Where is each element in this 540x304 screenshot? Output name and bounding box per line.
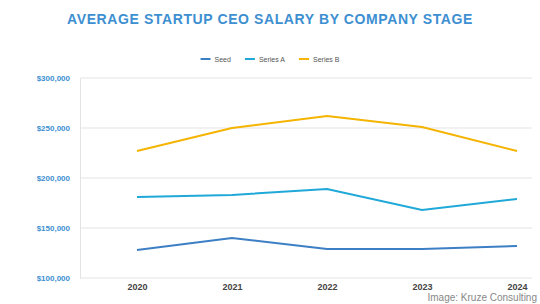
x-tick: 2020 xyxy=(127,278,147,292)
y-tick-label: $200,000 xyxy=(37,174,71,183)
x-tick-label: 2022 xyxy=(317,282,337,292)
series-line xyxy=(137,189,517,210)
legend: Seed Series A Series B xyxy=(201,56,340,63)
title: AVERAGE STARTUP CEO SALARY BY COMPANY ST… xyxy=(67,11,473,27)
y-tick: $250,000 xyxy=(37,124,80,133)
legend-label: Series A xyxy=(259,56,285,63)
grid-line xyxy=(80,128,532,129)
legend-item: Series A xyxy=(245,56,285,63)
x-tick-label: 2021 xyxy=(222,282,242,292)
x-tick-label: 2023 xyxy=(412,282,432,292)
annotation: Image: Kruze Consulting xyxy=(427,292,537,303)
grid-line xyxy=(80,278,532,279)
x-axis: 2020 2021 2022 2023 2024 xyxy=(127,278,527,292)
legend-swatch xyxy=(245,58,255,60)
grid-line xyxy=(80,228,532,229)
y-tick: $300,000 xyxy=(37,74,80,83)
x-axis-line xyxy=(138,278,518,279)
x-tick: 2022 xyxy=(317,278,337,292)
grid-line xyxy=(80,178,532,179)
y-tick-label: $150,000 xyxy=(37,224,71,233)
x-tick: 2024 xyxy=(507,278,527,292)
series-line xyxy=(137,116,517,151)
grid xyxy=(80,78,532,278)
legend-label: Series B xyxy=(313,56,340,63)
legend-swatch xyxy=(299,58,309,60)
legend-item: Seed xyxy=(201,56,231,63)
y-tick-label: $300,000 xyxy=(37,74,71,83)
y-axis-line xyxy=(80,79,81,279)
y-tick-label: $250,000 xyxy=(37,124,71,133)
plot-area xyxy=(137,116,517,250)
y-axis: $100,000 $150,000 $200,000 $250,000 $300,000 xyxy=(37,74,81,283)
x-tick-label: 2024 xyxy=(507,282,527,292)
grid-line xyxy=(80,78,532,79)
legend-label: Seed xyxy=(215,56,231,63)
chart: AVERAGE STARTUP CEO SALARY BY COMPANY ST… xyxy=(0,0,540,304)
legend-item: Series B xyxy=(299,56,340,63)
series-line xyxy=(137,238,517,250)
y-tick: $100,000 xyxy=(37,274,80,283)
y-tick: $150,000 xyxy=(37,224,80,233)
y-tick: $200,000 xyxy=(37,174,80,183)
x-tick: 2023 xyxy=(412,278,432,292)
legend-swatch xyxy=(201,58,211,60)
x-tick: 2021 xyxy=(222,278,242,292)
x-tick-label: 2020 xyxy=(127,282,147,292)
y-tick-label: $100,000 xyxy=(37,274,71,283)
